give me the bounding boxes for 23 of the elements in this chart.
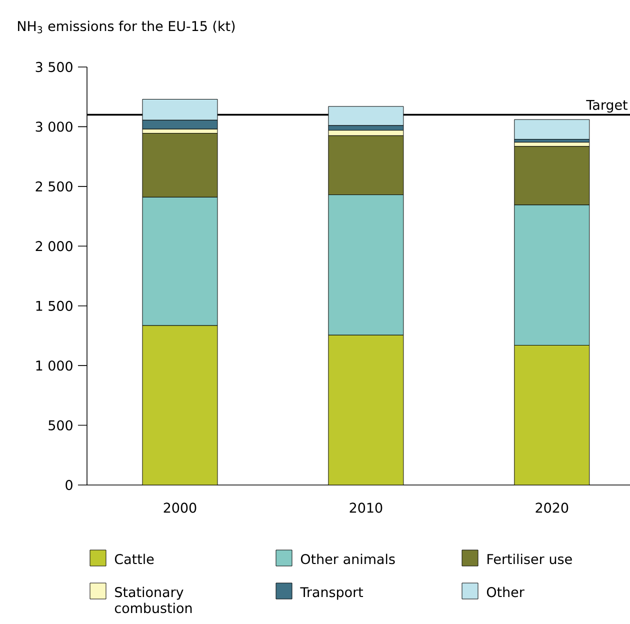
y-axis-title: NH$_{3}$ emissions for the EU-15 (kt) — [18, 20, 235, 34]
y-tick-label: 3 500 — [36, 62, 72, 72]
legend-label: Other animals — [300, 554, 395, 564]
bar — [328, 334, 404, 485]
legend-label: Cattle — [114, 554, 154, 564]
legend-label: Stationary combustion — [114, 586, 192, 614]
y-tick-label: 2 500 — [36, 181, 72, 192]
bar — [514, 345, 590, 485]
x-tick-label: 2010 — [350, 502, 382, 513]
y-tick-label: 1 500 — [36, 300, 72, 311]
y-tick-label: 0 — [66, 480, 72, 490]
y-tick-label: 3 000 — [36, 122, 72, 132]
legend-label: Fertiliser use — [488, 554, 572, 564]
x-tick-label: 2020 — [536, 502, 568, 513]
bar — [514, 119, 590, 140]
legend-label: Transport — [300, 587, 364, 600]
y-tick-label: 500 — [48, 420, 72, 430]
x-tick-label: 2000 — [164, 502, 196, 513]
ref-line-label: Target — [586, 100, 628, 113]
y-tick-label: 2 000 — [36, 241, 72, 252]
y-tick-label: 1 000 — [36, 360, 72, 371]
bar — [142, 325, 218, 485]
legend-label: Other — [486, 586, 524, 598]
